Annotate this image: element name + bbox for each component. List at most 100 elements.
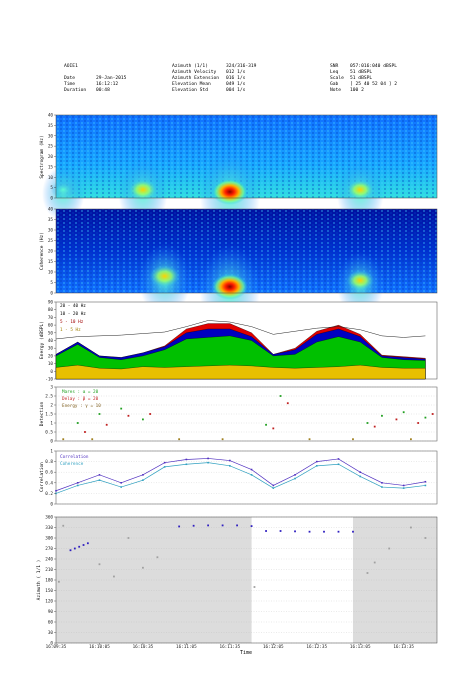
correlation-point-1-11 <box>294 477 296 480</box>
correlation-ylabel: Correlation <box>39 462 45 492</box>
detection-point-1-1 <box>105 423 108 426</box>
x-tick-label-7: 16:13:05 <box>350 644 371 650</box>
header-col2-value-3: 049 1/s <box>226 82 246 87</box>
detection-point-1-0 <box>84 431 86 433</box>
azimuth-ytick-label-11: 330 <box>45 525 53 531</box>
energy-ytick-label-10: 90 <box>48 300 54 306</box>
detection-ytick-label-1: 0.5 <box>45 430 53 436</box>
header-col1-label-0: Date <box>64 76 76 81</box>
spectrogram-hotspot-0 <box>211 178 248 205</box>
correlation-series <box>55 457 427 495</box>
energy-ytick-label-9: 80 <box>48 307 54 313</box>
spectrogram-hotspot-3 <box>50 180 76 199</box>
spectrogram-hotspot-2 <box>346 179 375 200</box>
x-tick-label-1: 16:10:05 <box>89 644 110 650</box>
azimuth-point-detected-16 <box>337 530 340 533</box>
correlation-legend-0: Correlation <box>60 454 89 460</box>
azimuth-ytick-label-7: 210 <box>45 567 53 573</box>
spectrogram-ylabel: Spectrogram (Hz) <box>39 135 45 178</box>
azimuth-ytick-label-9: 270 <box>45 546 53 552</box>
correlation-line-coherence <box>55 462 426 494</box>
azimuth-points <box>57 524 427 588</box>
detection-point-0-0 <box>76 422 79 424</box>
azimuth-panel: 0 30 60 90 120 150 180 210 240 270 300 330 360 Azimu… <box>36 515 438 647</box>
x-axis-ticks: 16:09:35 16:10:05 16:10:35 16:11:05 16:11:35… <box>46 643 414 650</box>
correlation-point-1-13 <box>337 463 340 466</box>
header-col3-label-3: Gab <box>330 82 339 87</box>
azimuth-point-rejected-3 <box>113 575 115 578</box>
detection-point-0-2 <box>120 407 123 410</box>
correlation-y-ticks: 0 0.2 0.4 0.6 0.8 1 <box>45 449 56 508</box>
coherence-ytick-label-7: 35 <box>48 217 54 223</box>
correlation-ytick-label-4: 0.8 <box>45 459 53 465</box>
coherence-ylabel: Coherence (Hz) <box>39 232 45 270</box>
header-col1-label-2: Duration <box>64 88 87 93</box>
header-col2-value-4: 004 1/s <box>226 88 246 93</box>
header-col1-label-1: Time <box>64 82 76 87</box>
azimuth-point-detected-15 <box>323 530 325 533</box>
detection-ytick-label-0: 0 <box>50 439 53 445</box>
spectrogram-ytick-label-1: 5 <box>50 185 53 191</box>
energy-legend: 20 - 40 Hz 10 - 20 Hz 5 - 10 Hz 1 - 5 Hz <box>60 303 86 333</box>
detection-y-ticks: 0 0.5 1 1.5 2 2.5 3 <box>45 385 56 445</box>
correlation-point-0-8 <box>229 459 231 462</box>
azimuth-point-detected-12 <box>279 530 282 532</box>
correlation-point-1-6 <box>185 463 188 466</box>
azimuth-point-detected-8 <box>221 524 224 527</box>
correlation-point-0-0 <box>55 489 57 492</box>
azimuth-point-detected-0 <box>69 549 72 552</box>
energy-legend-3: 1 - 5 Hz <box>60 327 81 333</box>
header-col3-value-2: 51 dBSPL <box>350 76 373 81</box>
x-tick-label-4: 16:11:35 <box>219 644 240 650</box>
header-col2-value-0: 324/316-319 <box>226 64 257 69</box>
detection-ytick-label-6: 3 <box>50 385 53 391</box>
correlation-point-0-2 <box>98 474 101 476</box>
detection-point-2-5 <box>352 438 354 441</box>
energy-ytick-label-8: 70 <box>48 315 54 321</box>
azimuth-point-rejected-5 <box>142 566 144 569</box>
energy-ytick-label-4: 30 <box>48 346 54 352</box>
detection-ylabel: Detection <box>39 402 45 427</box>
coherence-ytick-label-0: 0 <box>50 291 53 297</box>
coherence-panel: 0 5 10 15 20 25 30 35 40 Coherence (Hz) <box>39 207 438 337</box>
correlation-line-correlation <box>55 458 426 492</box>
x-tick-label-3: 16:11:05 <box>176 644 197 650</box>
coherence-ytick-label-1: 5 <box>50 280 53 286</box>
azimuth-point-detected-5 <box>178 525 181 528</box>
correlation-point-0-12 <box>315 460 318 463</box>
correlation-point-1-4 <box>142 479 144 481</box>
correlation-point-1-10 <box>272 487 275 489</box>
header-col3-label-4: Note <box>330 88 342 93</box>
correlation-point-0-13 <box>337 458 340 460</box>
spectrogram-ytick-label-6: 30 <box>48 133 54 139</box>
correlation-point-0-5 <box>163 461 166 464</box>
coherence-hotspot-0 <box>211 273 248 300</box>
header-col3-value-3: [ 25 40 52 04 ] 2 <box>350 82 398 87</box>
detection-point-1-5 <box>286 402 289 405</box>
azimuth-point-detected-4 <box>86 542 89 545</box>
correlation-point-0-10 <box>272 484 275 487</box>
coherence-ytick-label-4: 20 <box>48 249 54 255</box>
correlation-plot-area <box>55 450 438 505</box>
correlation-point-0-11 <box>294 474 296 476</box>
detection-ytick-label-5: 2.5 <box>45 394 53 400</box>
azimuth-point-rejected-9 <box>373 561 376 564</box>
azimuth-ytick-label-2: 60 <box>48 620 54 626</box>
detection-legend-0: Mares : α = 20 <box>62 389 99 395</box>
azimuth-point-rejected-10 <box>388 547 391 550</box>
azimuth-point-detected-3 <box>82 544 85 546</box>
x-tick-label-2: 16:10:35 <box>133 644 154 650</box>
header-col3-value-0: 057:016:040 dBSPL <box>350 64 398 69</box>
detection-point-0-5 <box>279 395 282 397</box>
correlation-point-0-15 <box>381 482 383 484</box>
coherence-y-ticks: 0 5 10 15 20 25 30 35 40 <box>48 207 56 297</box>
detection-point-0-8 <box>402 411 405 414</box>
spectrogram-y-ticks: 0 5 10 15 20 25 30 35 40 <box>48 113 56 202</box>
coherence-ytick-label-5: 25 <box>48 238 54 244</box>
correlation-point-0-14 <box>359 471 362 473</box>
correlation-ytick-label-2: 0.4 <box>45 480 53 486</box>
header-col2-value-2: 016 1/s <box>226 76 246 81</box>
